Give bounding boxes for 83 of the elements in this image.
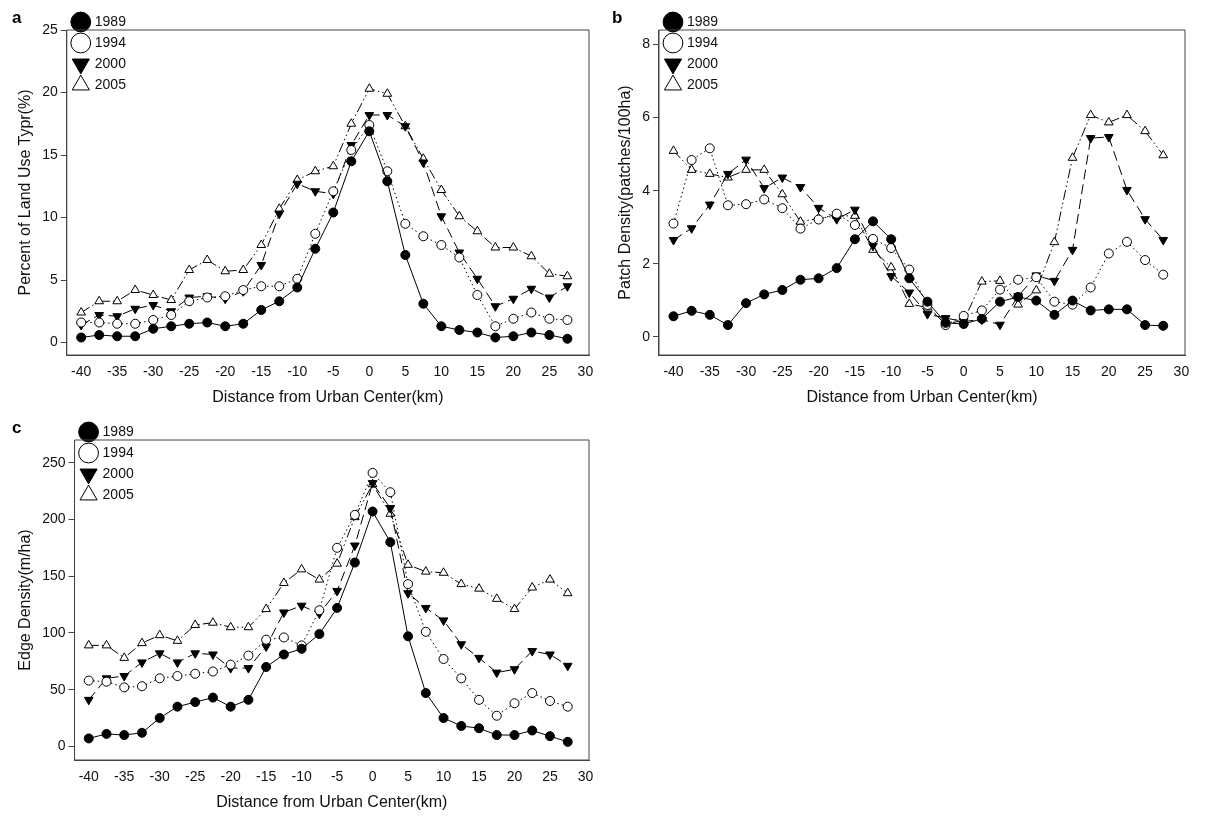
x-tick-label: -40 bbox=[78, 768, 100, 785]
y-axis-title: Percent of Land Use Typr(%) bbox=[16, 89, 34, 296]
x-tick-label: 0 bbox=[365, 363, 374, 380]
x-tick-label: -15 bbox=[251, 363, 272, 380]
y-tick-label: 200 bbox=[42, 510, 66, 527]
x-tick-label: -25 bbox=[772, 363, 793, 380]
x-tick-label: 0 bbox=[368, 768, 377, 785]
legend-label: 1989 bbox=[686, 12, 719, 29]
x-tick-label: -20 bbox=[808, 363, 829, 380]
x-tick-label: 15 bbox=[469, 363, 486, 380]
y-tick-label: 50 bbox=[49, 680, 66, 697]
y-tick-label: 10 bbox=[42, 208, 58, 225]
x-tick-label: 20 bbox=[505, 363, 522, 380]
x-tick-label: -35 bbox=[107, 363, 128, 380]
x-tick-label: -10 bbox=[287, 363, 308, 380]
x-tick-label: 10 bbox=[1028, 363, 1045, 380]
x-tick-label: -20 bbox=[220, 768, 241, 785]
x-tick-label: 20 bbox=[506, 768, 523, 785]
x-tick-label: 30 bbox=[577, 363, 594, 380]
chart-title: a bbox=[12, 8, 22, 28]
x-tick-label: -30 bbox=[149, 768, 171, 785]
x-tick-label: 5 bbox=[996, 363, 1005, 380]
legend-label: 2005 bbox=[102, 485, 134, 502]
y-axis-title: Edge Density(m/ha) bbox=[16, 529, 34, 671]
x-tick-label: 25 bbox=[541, 363, 558, 380]
legend-label: 1989 bbox=[102, 422, 134, 439]
x-tick-label: -30 bbox=[735, 363, 757, 380]
y-tick-label: 20 bbox=[42, 83, 58, 100]
x-axis-title: Distance from Urban Center(km) bbox=[216, 792, 448, 810]
y-axis-title: Patch Density(patches/100ha) bbox=[616, 85, 634, 300]
x-tick-label: -40 bbox=[663, 363, 684, 380]
x-tick-label: -5 bbox=[327, 363, 340, 380]
x-tick-label: -25 bbox=[185, 768, 206, 785]
y-tick-label: 0 bbox=[49, 333, 58, 350]
legend-label: 1989 bbox=[94, 12, 127, 29]
x-tick-label: -35 bbox=[699, 363, 721, 380]
legend-label: 1994 bbox=[102, 443, 134, 460]
legend-label: 2005 bbox=[94, 75, 127, 92]
x-tick-label: -40 bbox=[71, 363, 92, 380]
y-tick-label: 25 bbox=[42, 20, 58, 37]
x-tick-label: 20 bbox=[1101, 363, 1117, 380]
y-tick-label: 0 bbox=[642, 327, 651, 344]
x-tick-label: -20 bbox=[215, 363, 236, 380]
x-tick-label: -15 bbox=[256, 768, 277, 785]
y-tick-label: 0 bbox=[57, 737, 66, 754]
y-tick-label: 4 bbox=[642, 181, 651, 198]
x-tick-label: 10 bbox=[435, 768, 452, 785]
legend-label: 2000 bbox=[686, 54, 719, 71]
x-tick-label: 25 bbox=[1137, 363, 1154, 380]
legend-label: 2000 bbox=[102, 464, 134, 481]
x-tick-label: 5 bbox=[401, 363, 410, 380]
legend-label: 1994 bbox=[94, 33, 127, 50]
y-tick-label: 8 bbox=[642, 35, 651, 52]
x-tick-label: -10 bbox=[291, 768, 312, 785]
x-tick-label: -35 bbox=[114, 768, 135, 785]
y-tick-label: 5 bbox=[49, 270, 58, 287]
x-tick-label: 30 bbox=[577, 768, 594, 785]
x-tick-label: -15 bbox=[844, 363, 866, 380]
y-tick-label: 6 bbox=[642, 108, 651, 125]
y-tick-label: 150 bbox=[42, 567, 66, 584]
legend-label: 2000 bbox=[94, 54, 127, 71]
x-tick-label: -10 bbox=[881, 363, 902, 380]
x-tick-label: -30 bbox=[143, 363, 164, 380]
x-tick-label: 15 bbox=[471, 768, 488, 785]
x-tick-label: 25 bbox=[542, 768, 558, 785]
x-axis-title: Distance from Urban Center(km) bbox=[212, 387, 444, 405]
x-axis-title: Distance from Urban Center(km) bbox=[806, 387, 1038, 405]
legend-label: 2005 bbox=[686, 75, 719, 92]
y-tick-label: 250 bbox=[42, 453, 66, 470]
chart-title: b bbox=[612, 8, 623, 28]
chart-title: c bbox=[12, 418, 22, 438]
x-tick-label: -5 bbox=[921, 363, 934, 380]
x-tick-label: -25 bbox=[179, 363, 200, 380]
x-tick-label: -5 bbox=[330, 768, 344, 785]
y-tick-label: 15 bbox=[42, 145, 58, 162]
x-tick-label: 5 bbox=[404, 768, 413, 785]
x-tick-label: 10 bbox=[433, 363, 450, 380]
y-tick-label: 2 bbox=[642, 254, 651, 271]
y-tick-label: 100 bbox=[42, 623, 66, 640]
x-tick-label: 30 bbox=[1173, 363, 1190, 380]
legend-label: 1994 bbox=[686, 33, 719, 50]
x-tick-label: 0 bbox=[959, 363, 968, 380]
x-tick-label: 15 bbox=[1064, 363, 1081, 380]
